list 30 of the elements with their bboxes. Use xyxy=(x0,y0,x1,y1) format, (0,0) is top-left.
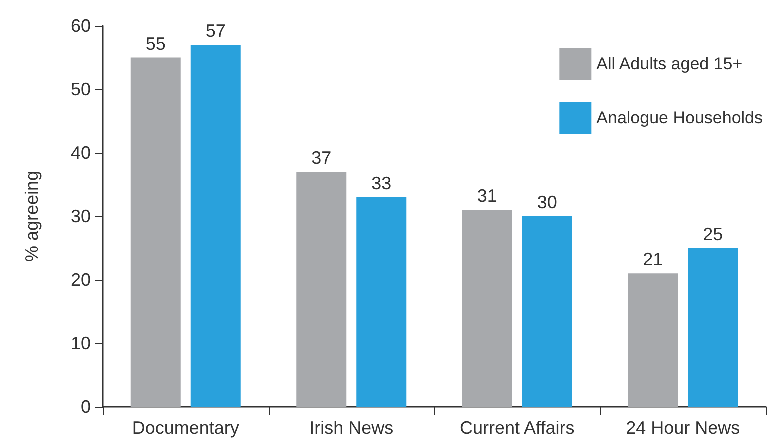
legend-label: All Adults aged 15+ xyxy=(596,54,743,74)
bar xyxy=(296,172,347,407)
x-tick-label: Irish News xyxy=(310,418,394,438)
x-tick-label: Documentary xyxy=(132,418,240,438)
y-tick-label: 10 xyxy=(70,334,91,354)
bar xyxy=(628,274,678,407)
bar xyxy=(688,248,738,407)
data-label: 31 xyxy=(477,186,498,206)
legend-label: Analogue Households xyxy=(596,108,764,128)
data-label: 25 xyxy=(703,224,724,244)
bar xyxy=(356,197,407,407)
bar xyxy=(130,58,181,407)
x-tick-label: 24 Hour News xyxy=(626,418,740,438)
y-tick-label: 40 xyxy=(70,143,91,163)
data-label: 55 xyxy=(146,34,166,54)
data-label: 33 xyxy=(372,173,392,194)
data-label: 21 xyxy=(643,250,664,270)
bar xyxy=(190,45,241,407)
y-axis-title: % agreeing xyxy=(22,170,42,262)
y-tick-label: 30 xyxy=(70,206,91,226)
data-label: 37 xyxy=(312,148,332,168)
y-tick-label: 20 xyxy=(70,270,91,290)
data-label: 30 xyxy=(537,192,558,212)
y-tick-label: 50 xyxy=(70,80,91,100)
bar xyxy=(462,210,512,407)
y-tick-label: 60 xyxy=(70,16,91,36)
y-tick-label: 0 xyxy=(80,397,91,417)
bar xyxy=(522,216,572,407)
data-label: 57 xyxy=(206,21,226,42)
x-tick-label: Current Affairs xyxy=(460,418,575,438)
